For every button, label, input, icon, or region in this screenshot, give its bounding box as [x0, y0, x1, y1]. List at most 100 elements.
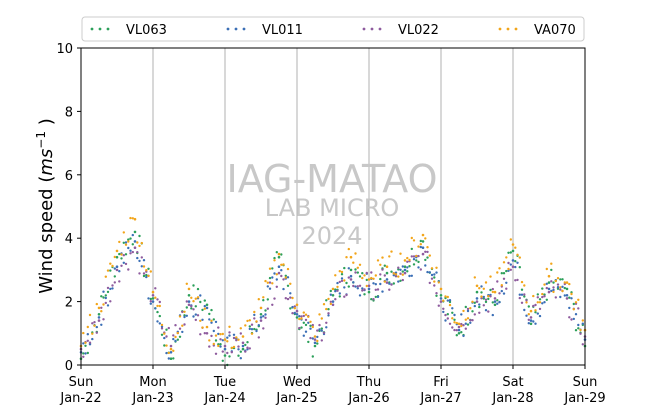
point-VL063 [374, 295, 377, 299]
point-VL011 [327, 314, 330, 317]
point-VL011 [133, 240, 137, 243]
point-VL022 [214, 352, 218, 355]
point-VL063 [102, 296, 105, 299]
point-VL022 [556, 283, 560, 286]
point-VL011 [541, 302, 544, 305]
point-VL022 [327, 312, 330, 315]
point-VA070 [417, 245, 420, 248]
point-VA070 [214, 334, 218, 337]
point-VA070 [142, 265, 146, 268]
point-VL022 [248, 347, 251, 350]
point-VA070 [313, 335, 317, 338]
point-VA070 [347, 247, 350, 251]
point-VA070 [95, 302, 99, 306]
point-VL022 [151, 294, 155, 297]
point-VL063 [208, 312, 211, 316]
point-VL011 [298, 315, 301, 318]
point-VL063 [109, 269, 112, 272]
point-VA070 [565, 281, 569, 284]
point-VA070 [401, 273, 404, 276]
point-VA070 [320, 317, 323, 320]
point-VL063 [511, 249, 515, 253]
point-VA070 [349, 255, 353, 259]
point-VL022 [318, 323, 321, 327]
point-VL022 [509, 268, 512, 271]
point-VA070 [356, 266, 359, 269]
point-VL011 [316, 335, 319, 339]
point-VL011 [255, 329, 258, 333]
point-VL063 [104, 294, 108, 297]
point-VL011 [428, 271, 431, 274]
point-VL063 [219, 343, 222, 346]
point-VA070 [505, 256, 508, 259]
y-axis-label-suffix: ) [36, 118, 57, 131]
point-VL011 [511, 259, 515, 262]
point-VA070 [415, 254, 418, 258]
point-VA070 [464, 318, 467, 321]
point-VL022 [502, 277, 506, 280]
point-VL063 [453, 318, 456, 321]
y-axis-ticks: 0 2 4 6 8 10 [56, 42, 81, 374]
point-VA070 [282, 263, 285, 266]
point-VL011 [149, 302, 152, 305]
point-VL022 [203, 332, 206, 335]
point-VL022 [442, 307, 445, 310]
point-VL022 [507, 261, 510, 265]
point-VL011 [496, 302, 499, 305]
point-VL011 [527, 322, 530, 325]
point-VL063 [424, 258, 427, 262]
point-VL022 [313, 338, 317, 341]
point-VL063 [545, 298, 548, 301]
point-VL011 [165, 351, 168, 355]
point-VA070 [327, 297, 330, 301]
point-VL022 [424, 250, 427, 253]
point-VL063 [482, 297, 485, 300]
point-VL011 [214, 320, 218, 324]
point-VA070 [390, 250, 393, 253]
point-VL063 [451, 311, 454, 314]
legend-marker [362, 27, 366, 31]
point-VL022 [390, 283, 393, 286]
point-VA070 [109, 262, 112, 265]
x-tick-label-day: Sun [69, 375, 94, 390]
point-VA070 [570, 292, 573, 296]
point-VL022 [246, 346, 249, 349]
point-VL011 [406, 266, 409, 269]
point-VL011 [426, 270, 429, 274]
point-VL022 [334, 298, 337, 301]
point-VL063 [421, 240, 425, 243]
point-VA070 [568, 282, 571, 286]
point-VA070 [379, 263, 382, 266]
y-axis-label-unit: ms [36, 149, 57, 176]
point-VA070 [106, 269, 110, 272]
point-VA070 [212, 342, 215, 346]
x-tick-label-date: Jan-29 [563, 391, 605, 406]
point-VL022 [532, 304, 535, 308]
point-VA070 [120, 253, 123, 256]
point-VA070 [518, 256, 521, 259]
point-VL022 [496, 280, 499, 283]
point-VL022 [217, 326, 220, 329]
point-VL022 [520, 301, 524, 304]
point-VL011 [361, 287, 364, 290]
point-VL022 [505, 287, 508, 290]
point-VL022 [322, 331, 326, 334]
point-VL011 [448, 299, 452, 302]
point-VL022 [253, 317, 256, 320]
point-VL011 [268, 287, 272, 290]
point-VL063 [113, 275, 117, 278]
y-tick-label: 4 [65, 232, 73, 247]
point-VL063 [311, 355, 314, 358]
point-VA070 [397, 275, 400, 278]
point-VL063 [185, 306, 188, 309]
point-VA070 [140, 241, 143, 245]
point-VL022 [511, 265, 515, 269]
point-VA070 [372, 277, 375, 280]
point-VL022 [232, 336, 236, 340]
point-VL022 [356, 285, 359, 288]
point-VL011 [475, 297, 479, 300]
point-VA070 [262, 296, 265, 299]
point-VL011 [419, 245, 422, 249]
point-VL011 [97, 316, 101, 319]
point-VL011 [561, 285, 564, 288]
